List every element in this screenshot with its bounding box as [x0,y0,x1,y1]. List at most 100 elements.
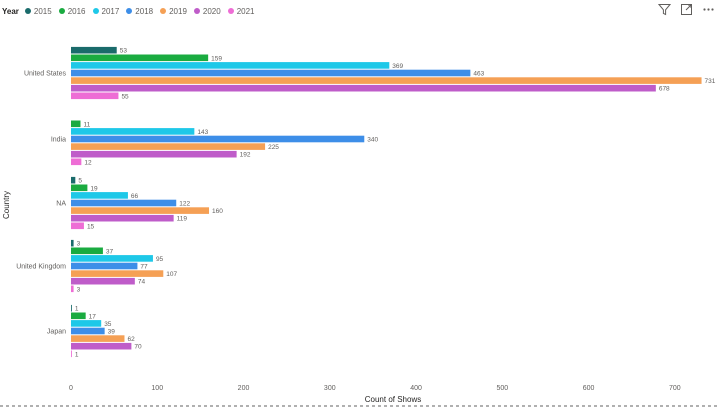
data-label: 225 [268,144,279,151]
x-tick-label: 600 [583,385,595,392]
visual-toolbar [656,2,716,16]
visual-bottom-border [0,405,720,407]
bar-2018[interactable] [71,262,138,270]
legend-item-2018[interactable]: 2018 [126,7,153,16]
bar-2015[interactable] [71,46,117,54]
category-label: United States [24,71,67,78]
data-label: 15 [87,223,95,230]
bar-2015[interactable] [71,239,74,247]
data-label: 1 [75,306,79,313]
bar-2015[interactable] [71,304,72,312]
x-tick-label: 100 [151,385,163,392]
category-label: India [51,137,66,144]
legend-item-2019[interactable]: 2019 [160,7,187,16]
data-label: 340 [367,137,378,144]
legend-label: 2017 [101,6,120,16]
legend-label: 2016 [67,6,86,16]
legend-item-2016[interactable]: 2016 [58,6,86,16]
data-label: 159 [211,55,222,62]
filter-icon[interactable] [656,2,672,16]
data-label: 463 [473,71,484,78]
x-tick-label: 300 [324,385,336,392]
bar-2021[interactable] [71,222,84,230]
bar-2021[interactable] [71,92,119,100]
legend-title: Year [2,6,19,16]
bar-2019[interactable] [71,335,125,342]
data-label: 11 [83,121,90,128]
bar-2017[interactable] [71,192,128,199]
bar-2015[interactable] [71,176,76,184]
legend-dot-icon [58,8,65,14]
legend: Year 2015 2016 2017 2018 2019 2020 2021 [2,4,261,18]
bar-2018[interactable] [71,199,177,207]
focus-mode-icon[interactable] [678,2,694,16]
bar-2016[interactable] [71,247,103,255]
legend-dot-icon [193,8,200,14]
bar-2018[interactable] [71,327,105,335]
legend-item-2017[interactable]: 2017 [92,6,120,16]
legend-label: 2019 [169,6,187,16]
legend-label: 2015 [33,6,52,16]
legend-item-2021[interactable]: 2021 [227,6,255,16]
bar-2020[interactable] [71,150,237,158]
category-label: United Kingdom [16,264,66,271]
data-label: 53 [120,48,128,55]
bar-2020[interactable] [71,214,174,222]
bar-2016[interactable] [71,54,209,62]
bar-2017[interactable] [71,62,390,69]
bar-2016[interactable] [71,184,88,192]
bar-2018[interactable] [71,135,365,143]
data-label: 77 [140,264,148,271]
legend-items: 2015 2016 2017 2018 2019 2020 2021 [24,6,262,16]
data-label: 192 [240,152,251,159]
data-label: 62 [127,336,135,343]
bar-2021[interactable] [71,350,72,358]
data-label: 66 [131,193,139,200]
data-label: 39 [108,329,116,336]
data-label: 17 [89,313,97,320]
data-label: 55 [121,93,129,100]
legend-dot-icon [227,8,234,14]
x-tick-label: 400 [410,385,422,392]
legend-dot-icon [126,8,133,14]
category-label: NA [56,201,66,208]
data-label: 3 [77,286,81,293]
data-label: 5 [78,178,82,185]
data-label: 122 [179,201,190,208]
x-tick-label: 200 [238,385,250,392]
bar-2020[interactable] [71,277,135,285]
data-label: 678 [659,86,670,93]
bar-2018[interactable] [71,69,471,77]
bar-2017[interactable] [71,128,195,135]
more-options-icon[interactable] [700,2,716,16]
bar-2019[interactable] [71,143,266,150]
category-label: Japan [47,329,66,336]
legend-dot-icon [92,8,99,14]
x-tick-label: 700 [669,385,681,392]
data-label: 19 [90,185,98,192]
legend-item-2020[interactable]: 2020 [193,6,221,16]
bar-2019[interactable] [71,77,702,84]
x-tick-label: 0 [69,385,73,392]
y-axis-title: Country [2,191,11,219]
bar-2021[interactable] [71,158,82,166]
bar-2016[interactable] [71,312,86,320]
bar-2019[interactable] [71,207,210,214]
legend-dot-icon [160,8,167,14]
bar-2021[interactable] [71,285,74,293]
x-axis-title: Count of Shows [365,395,421,404]
data-label: 731 [705,78,716,85]
bar-2020[interactable] [71,342,132,350]
legend-label: 2021 [236,6,255,16]
legend-label: 2020 [202,6,221,16]
bar-2017[interactable] [71,255,153,262]
bar-2017[interactable] [71,320,102,327]
bar-2020[interactable] [71,84,656,92]
bar-2019[interactable] [71,270,164,277]
legend-item-2015[interactable]: 2015 [24,6,52,16]
data-label: 35 [104,321,112,328]
data-label: 107 [166,271,177,278]
bar-2016[interactable] [71,120,81,128]
